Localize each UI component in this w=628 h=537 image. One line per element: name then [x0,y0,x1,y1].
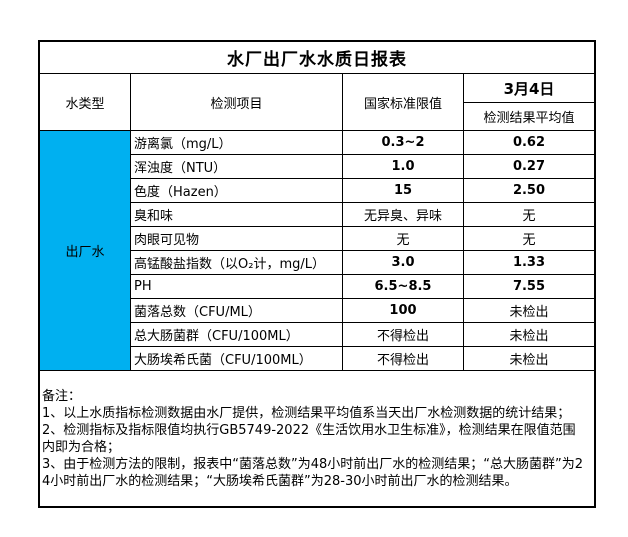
column-header-water-type: 水类型 [40,74,131,131]
note-line: 1、以上水质指标检测数据由水厂提供，检测结果平均值系当天出厂水检测数据的统计结果… [42,406,571,421]
standard-cell: 15 [343,179,464,203]
report-date: 3月4日 [464,74,594,103]
item-cell: 大肠埃希氏菌（CFU/100ML） [131,347,343,371]
result-cell: 未检出 [464,347,594,371]
result-cell: 无 [464,203,594,227]
notes-lines: 1、以上水质指标检测数据由水厂提供，检测结果平均值系当天出厂水检测数据的统计结果… [42,405,588,490]
item-cell: 菌落总数（CFU/ML） [131,299,343,323]
result-cell: 未检出 [464,323,594,347]
standard-cell: 不得检出 [343,347,464,371]
column-header-item: 检测项目 [131,74,343,131]
standard-cell: 3.0 [343,251,464,275]
result-cell: 无 [464,227,594,251]
item-cell: 游离氯（mg/L） [131,131,343,155]
item-cell: PH [131,275,343,299]
item-cell: 高锰酸盐指数（以O₂计，mg/L） [131,251,343,275]
standard-cell: 无异臭、异味 [343,203,464,227]
item-cell: 色度（Hazen） [131,179,343,203]
item-cell: 臭和味 [131,203,343,227]
result-cell: 1.33 [464,251,594,275]
water-type-cell: 出厂水 [40,131,131,371]
notes-section: 备注： 1、以上水质指标检测数据由水厂提供，检测结果平均值系当天出厂水检测数据的… [40,371,594,490]
column-header-result-group: 3月4日 检测结果平均值 [464,74,594,131]
result-cell: 7.55 [464,275,594,299]
note-line: 3、由于检测方法的限制，报表中“菌落总数”为48小时前出厂水的检测结果；“总大肠… [42,457,584,489]
result-cell: 未检出 [464,299,594,323]
standard-cell: 无 [343,227,464,251]
result-cell: 0.27 [464,155,594,179]
standard-cell: 0.3~2 [343,131,464,155]
standard-cell: 6.5~8.5 [343,275,464,299]
standard-cell: 1.0 [343,155,464,179]
item-cell: 浑浊度（NTU） [131,155,343,179]
item-cell: 肉眼可见物 [131,227,343,251]
table-body: 出厂水 游离氯（mg/L） 0.3~2 0.62 浑浊度（NTU） 1.0 0.… [40,131,594,371]
result-cell: 0.62 [464,131,594,155]
standard-cell: 100 [343,299,464,323]
column-header-result-avg: 检测结果平均值 [483,111,575,126]
result-cell: 2.50 [464,179,594,203]
notes-label: 备注： [42,389,82,404]
standard-cell: 不得检出 [343,323,464,347]
note-line: 2、检测指标及指标限值均执行GB5749-2022《生活饮用水卫生标准》，检测结… [42,423,576,455]
table-header-row: 水类型 检测项目 国家标准限值 3月4日 检测结果平均值 [40,74,594,131]
column-header-standard: 国家标准限值 [343,74,464,131]
report-title: 水厂出厂水水质日报表 [40,42,594,74]
report-table: 水厂出厂水水质日报表 水类型 检测项目 国家标准限值 3月4日 检测结果平均值 … [38,40,596,508]
item-cell: 总大肠菌群（CFU/100ML） [131,323,343,347]
